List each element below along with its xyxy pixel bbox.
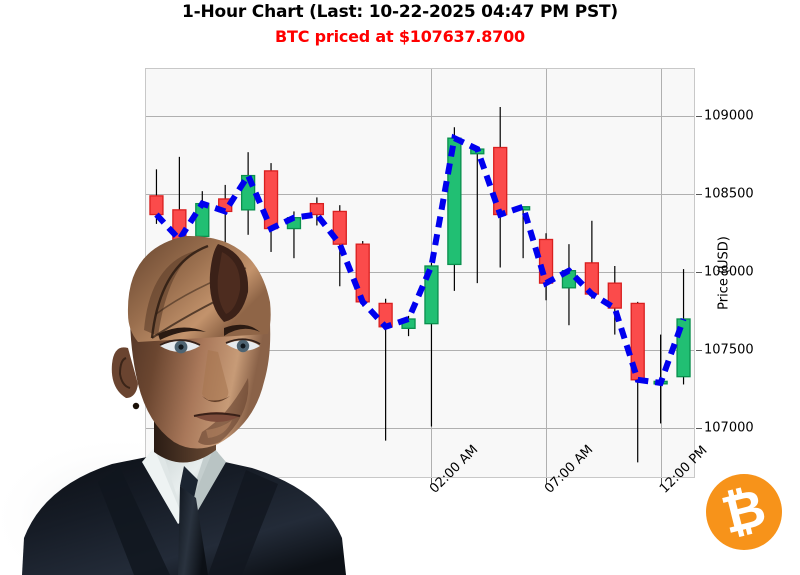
gridline-vertical — [661, 68, 662, 478]
candle-body-bearish — [607, 282, 622, 309]
y-tick-mark — [696, 350, 702, 352]
y-tick-label: 108000 — [704, 264, 754, 280]
x-tick-mark — [431, 478, 432, 484]
y-tick-label: 109000 — [704, 108, 754, 124]
bitcoin-symbol: ₿ — [716, 477, 772, 547]
gridline-horizontal — [145, 428, 695, 430]
x-tick-mark — [661, 478, 662, 484]
x-tick-mark — [546, 478, 547, 484]
y-tick-mark — [696, 428, 702, 430]
plot-border — [145, 68, 695, 69]
candle-body-bearish — [309, 202, 325, 216]
y-tick-label: 108500 — [704, 186, 754, 202]
y-tick-mark — [696, 194, 702, 196]
y-tick-mark — [696, 116, 702, 118]
gridline-horizontal — [145, 272, 695, 274]
y-axis-label: Price (USD) — [716, 236, 732, 310]
plot-border — [145, 477, 695, 478]
android-analyst-figure — [2, 235, 346, 575]
y-tick-mark — [696, 272, 702, 274]
y-tick-label: 107500 — [704, 342, 754, 358]
gridline-horizontal — [145, 194, 695, 196]
plot-border — [694, 68, 695, 478]
bitcoin-logo-icon: ₿ — [706, 474, 782, 550]
price-trend-polyline — [154, 133, 687, 387]
price-trend-line — [154, 133, 687, 387]
chart-title: 1-Hour Chart (Last: 10-22-2025 04:47 PM … — [182, 2, 618, 22]
y-tick-label: 107000 — [704, 420, 754, 436]
chart-subtitle: BTC priced at $107637.8700 — [275, 27, 525, 46]
gridline-horizontal — [145, 116, 695, 118]
gridline-horizontal — [145, 350, 695, 352]
